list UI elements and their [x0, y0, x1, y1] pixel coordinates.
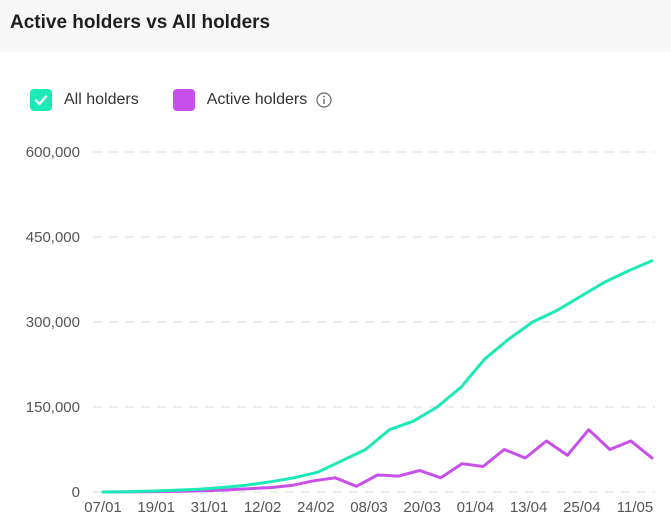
legend-item-all-holders[interactable]: All holders	[30, 89, 139, 111]
chart-header: Active holders vs All holders	[0, 0, 671, 52]
y-tick-label: 450,000	[26, 229, 80, 246]
y-tick-label: 150,000	[26, 399, 80, 416]
y-tick-label: 600,000	[26, 144, 80, 161]
y-tick-label: 0	[72, 484, 80, 501]
series-line-active-holders	[101, 428, 654, 494]
chart-legend: All holders Active holders	[30, 86, 366, 114]
check-icon	[34, 95, 48, 106]
x-tick-label: 07/01	[84, 499, 122, 515]
checkbox-all-holders[interactable]	[30, 89, 52, 111]
x-tick-label: 13/04	[510, 499, 548, 515]
x-tick-label: 08/03	[350, 499, 388, 515]
x-axis-ticks: 07/01 19/01 31/01 12/02 24/02 08/03 20/03 01/04…	[84, 499, 653, 515]
series-line-all-holders	[101, 259, 654, 494]
x-tick-label: 20/03	[403, 499, 441, 515]
y-axis-ticks: 0 150,000 300,000 450,000 600,000	[26, 144, 80, 501]
checkbox-active-holders[interactable]	[172, 89, 195, 111]
x-tick-label: 11/05	[617, 499, 653, 515]
x-tick-label: 12/02	[244, 499, 282, 515]
x-tick-label: 25/04	[563, 499, 601, 515]
series-lines	[101, 259, 654, 494]
chart-title: Active holders vs All holders	[10, 12, 271, 33]
y-tick-label: 300,000	[26, 314, 80, 331]
grid-lines	[93, 151, 655, 493]
x-tick-label: 01/04	[457, 499, 495, 515]
legend-label-all-holders: All holders	[64, 91, 139, 108]
x-tick-label: 31/01	[191, 499, 229, 515]
x-tick-label: 24/02	[297, 499, 335, 515]
legend-item-active-holders[interactable]: Active holders	[172, 89, 333, 111]
x-tick-label: 19/01	[137, 499, 175, 515]
legend-label-active-holders: Active holders	[206, 91, 308, 108]
info-icon[interactable]	[316, 92, 332, 108]
